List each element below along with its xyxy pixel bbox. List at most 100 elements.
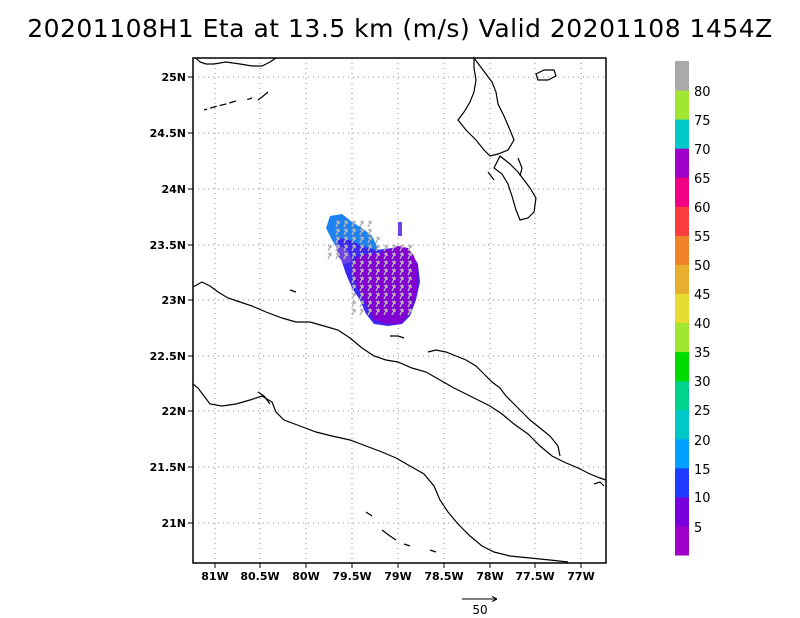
colorbar-labels: 5 10 15 20 25 30 35 40 45 50 55 60 65 70… xyxy=(694,85,711,536)
colorbar-swatch xyxy=(675,293,689,324)
colorbar-swatch xyxy=(675,206,689,236)
lat-label: 25N xyxy=(161,71,186,84)
lon-label: 80.5W xyxy=(240,570,279,583)
wind-vector xyxy=(399,284,404,292)
wind-vector xyxy=(359,308,364,316)
colorbar-label: 10 xyxy=(694,491,711,506)
wind-vector xyxy=(343,244,348,252)
colorbar-swatch xyxy=(675,264,689,294)
lat-label: 22N xyxy=(161,405,186,418)
wind-vector xyxy=(383,300,388,308)
axis-ticks xyxy=(188,76,582,568)
wind-vector xyxy=(335,228,340,236)
vector-scale: 50 xyxy=(462,596,498,617)
wind-vector xyxy=(351,284,356,292)
lat-label: 23.5N xyxy=(150,239,186,252)
wind-vector xyxy=(351,252,356,260)
wind-vector xyxy=(359,252,364,260)
wind-vector xyxy=(391,252,396,260)
wind-vector xyxy=(343,252,348,260)
map-panel xyxy=(188,56,607,568)
colorbar-label: 60 xyxy=(694,201,711,216)
wind-vector xyxy=(359,244,364,252)
colorbar-swatch xyxy=(675,90,689,120)
latitude-labels: 25N 24.5N 24N 23.5N 23N 22.5N 22N 21.5N … xyxy=(150,71,186,530)
colorbar-swatches xyxy=(675,61,689,556)
wind-vector xyxy=(407,268,412,276)
wind-vector xyxy=(383,276,388,284)
colorbar-swatch xyxy=(675,61,689,91)
wind-vector xyxy=(375,292,380,300)
wind-vectors xyxy=(327,220,412,316)
wind-vector xyxy=(375,300,380,308)
wind-field xyxy=(326,214,420,326)
lon-label: 77W xyxy=(567,570,594,583)
wind-vector xyxy=(383,244,388,252)
lon-label: 78W xyxy=(476,570,503,583)
colorbar-label: 40 xyxy=(694,317,711,332)
wind-vector xyxy=(351,276,356,284)
colorbar-swatch xyxy=(675,235,689,265)
colorbar-swatch xyxy=(675,380,689,411)
wind-vector xyxy=(359,236,364,244)
map-title: 20201108H1 Eta at 13.5 km (m/s) Valid 20… xyxy=(27,14,773,43)
wind-vector xyxy=(367,284,372,292)
lat-label: 24.5N xyxy=(150,127,186,140)
wind-vector xyxy=(399,260,404,268)
wind-vector xyxy=(351,228,356,236)
wind-vector xyxy=(391,276,396,284)
wind-vector xyxy=(407,252,412,260)
wind-vector xyxy=(407,292,412,300)
lon-label: 77.5W xyxy=(515,570,554,583)
wind-vector xyxy=(407,276,412,284)
wind-vector xyxy=(399,268,404,276)
wind-vector xyxy=(351,236,356,244)
coastlines xyxy=(192,56,607,563)
wind-vector xyxy=(367,308,372,316)
wind-vector xyxy=(359,284,364,292)
colorbar-swatch xyxy=(675,148,689,178)
wind-vector xyxy=(391,244,396,252)
wind-vector xyxy=(359,220,364,228)
wind-vector xyxy=(375,308,380,316)
wind-vector xyxy=(375,252,380,260)
wind-vector xyxy=(375,268,380,276)
wind-vector xyxy=(399,292,404,300)
lat-label: 21.5N xyxy=(150,461,186,474)
wind-vector xyxy=(367,244,372,252)
colorbar-label: 35 xyxy=(694,346,711,361)
wind-vector xyxy=(399,252,404,260)
wind-vector xyxy=(351,292,356,300)
lat-label: 21N xyxy=(161,517,186,530)
wind-vector xyxy=(351,244,356,252)
colorbar-label: 15 xyxy=(694,463,711,478)
colorbar-label: 70 xyxy=(694,143,711,158)
wind-vector xyxy=(383,260,388,268)
lat-label: 23N xyxy=(161,294,186,307)
wind-vector xyxy=(335,244,340,252)
wind-vector xyxy=(383,308,388,316)
colorbar-label: 65 xyxy=(694,172,711,187)
wind-vector xyxy=(327,244,332,252)
colorbar-swatch xyxy=(675,438,689,469)
wind-vector xyxy=(383,268,388,276)
wind-vector xyxy=(335,236,340,244)
lon-label: 79W xyxy=(384,570,411,583)
wind-vector xyxy=(407,244,412,252)
wind-vector xyxy=(383,252,388,260)
colorbar-swatch xyxy=(675,119,689,149)
colorbar-label: 20 xyxy=(694,434,711,449)
longitude-labels: 81W 80.5W 80W 79.5W 79W 78.5W 78W 77.5W … xyxy=(201,570,594,583)
wind-vector xyxy=(375,284,380,292)
wind-vector xyxy=(335,252,340,260)
wind-vector xyxy=(367,300,372,308)
wind-vector xyxy=(391,284,396,292)
wind-vector xyxy=(391,300,396,308)
wind-vector xyxy=(383,292,388,300)
colorbar-label: 25 xyxy=(694,404,711,419)
wind-vector xyxy=(351,300,356,308)
wind-vector xyxy=(359,228,364,236)
wind-vector xyxy=(351,308,356,316)
colorbar-swatch xyxy=(675,525,689,556)
lat-label: 22.5N xyxy=(150,350,186,363)
